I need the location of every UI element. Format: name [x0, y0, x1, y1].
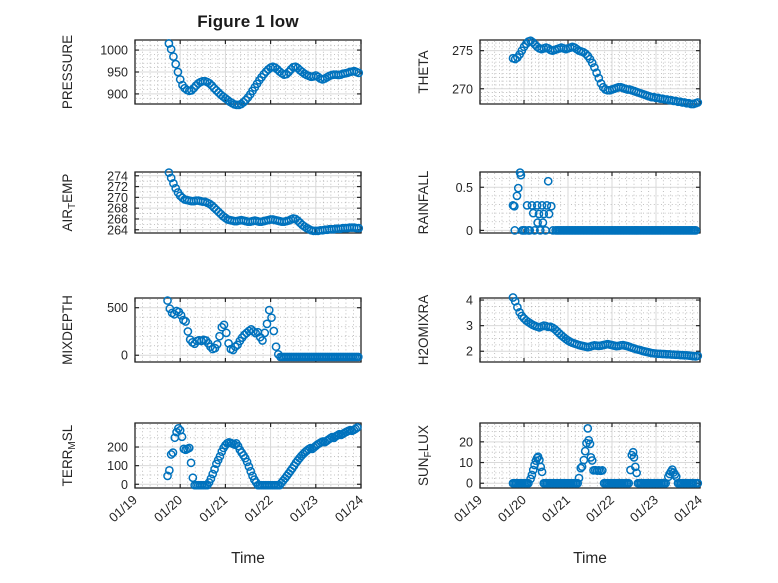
x-tick-label: 01/19 — [106, 492, 140, 525]
y-tick-label: 0.5 — [456, 181, 473, 195]
y-tick-label: 4 — [466, 294, 473, 308]
y-tick-label: 900 — [107, 87, 128, 101]
scatter-series-pressure — [164, 39, 364, 110]
minor-grid — [481, 299, 699, 361]
x-axis-label-right: Time — [573, 550, 607, 567]
y-tick-label: 270 — [107, 191, 128, 205]
y-tick-label: 0 — [121, 349, 128, 363]
y-tick-label: 2 — [466, 345, 473, 359]
subplot-sun-flux: 0 10 20 SUNFLUX 01/19 01/20 01/21 01/22 01/23 01/… — [416, 422, 705, 525]
axes-frame — [134, 39, 362, 105]
x-tick-label: 01/21 — [539, 492, 573, 525]
y-tick-label: 270 — [452, 82, 473, 96]
axes-frame — [479, 422, 701, 489]
y-axis-label-theta: THETA — [416, 50, 431, 93]
y-tick-label: 500 — [107, 301, 128, 315]
subplot-theta: 270 275 THETA — [416, 36, 703, 109]
y-tick-label: 274 — [107, 169, 128, 183]
y-tick-label: 10 — [459, 456, 473, 470]
scatter-series-theta — [508, 36, 703, 109]
y-tick-label: 200 — [107, 441, 128, 455]
x-tick-label: 01/22 — [583, 492, 617, 525]
x-tick-label: 01/21 — [196, 492, 230, 525]
y-tick-label: 0 — [121, 478, 128, 492]
y-tick-label: 268 — [107, 202, 128, 216]
scatter-series-air-temp — [164, 168, 364, 236]
y-tick-label: 3 — [466, 319, 473, 333]
x-tick-label: 01/20 — [151, 492, 185, 525]
y-axis-label-h2omixra: H2OMIXRA — [416, 295, 431, 366]
y-tick-label: 275 — [452, 44, 473, 58]
y-tick-label: 950 — [107, 66, 128, 80]
y-axis-label-air-temp: AIRTEMP — [60, 174, 78, 232]
y-tick-label: 264 — [107, 223, 128, 237]
y-tick-label: 0 — [466, 477, 473, 491]
x-tick-label: 01/23 — [287, 492, 321, 525]
subplot-terr-msl: 0 100 200 TERRMSL 01/19 01/20 01/21 01/22 01/23 0… — [60, 422, 366, 525]
axes-frame — [134, 171, 362, 234]
figure-title: Figure 1 low — [197, 12, 299, 31]
x-tick-label: 01/22 — [241, 492, 275, 525]
x-tick-label: 01/20 — [495, 492, 529, 525]
x-tick-label: 01/23 — [627, 492, 661, 525]
y-axis-label-terr-msl: TERRMSL — [60, 424, 78, 486]
subplot-mixdepth: 0 500 MIXDEPTH — [60, 295, 363, 365]
scatter-series-mixdepth — [163, 296, 363, 362]
subplot-pressure: 900 950 1000 PRESSURE — [60, 35, 364, 110]
x-tick-label: 01/24 — [332, 492, 366, 525]
y-tick-label: 1000 — [100, 44, 128, 58]
axes-frame — [134, 297, 362, 363]
y-tick-label: 272 — [107, 180, 128, 194]
minor-grid — [136, 41, 360, 103]
subplot-h2omixra: 2 3 4 H2OMIXRA — [416, 293, 703, 366]
y-axis-label-sun-flux: SUNFLUX — [416, 425, 434, 486]
y-axis-label-pressure: PRESSURE — [60, 35, 75, 109]
scatter-series-sun-flux — [508, 424, 703, 488]
scatter-series-h2omixra — [508, 293, 703, 361]
subplot-rainfall: 0 0.5 RAINFALL — [416, 168, 701, 238]
x-axis-label-left: Time — [231, 550, 265, 567]
scatter-series-terr-msl — [163, 423, 362, 490]
y-axis-label-mixdepth: MIXDEPTH — [60, 295, 75, 365]
y-tick-label: 20 — [459, 435, 473, 449]
axes-frame — [479, 297, 701, 363]
y-axis-label-rainfall: RAINFALL — [416, 170, 431, 234]
x-tick-label: 01/19 — [451, 492, 485, 525]
y-tick-label: 266 — [107, 212, 128, 226]
y-tick-label: 100 — [107, 459, 128, 473]
x-tick-label: 01/24 — [671, 492, 705, 525]
y-tick-label: 0 — [466, 224, 473, 238]
scatter-series-rainfall — [508, 168, 701, 235]
